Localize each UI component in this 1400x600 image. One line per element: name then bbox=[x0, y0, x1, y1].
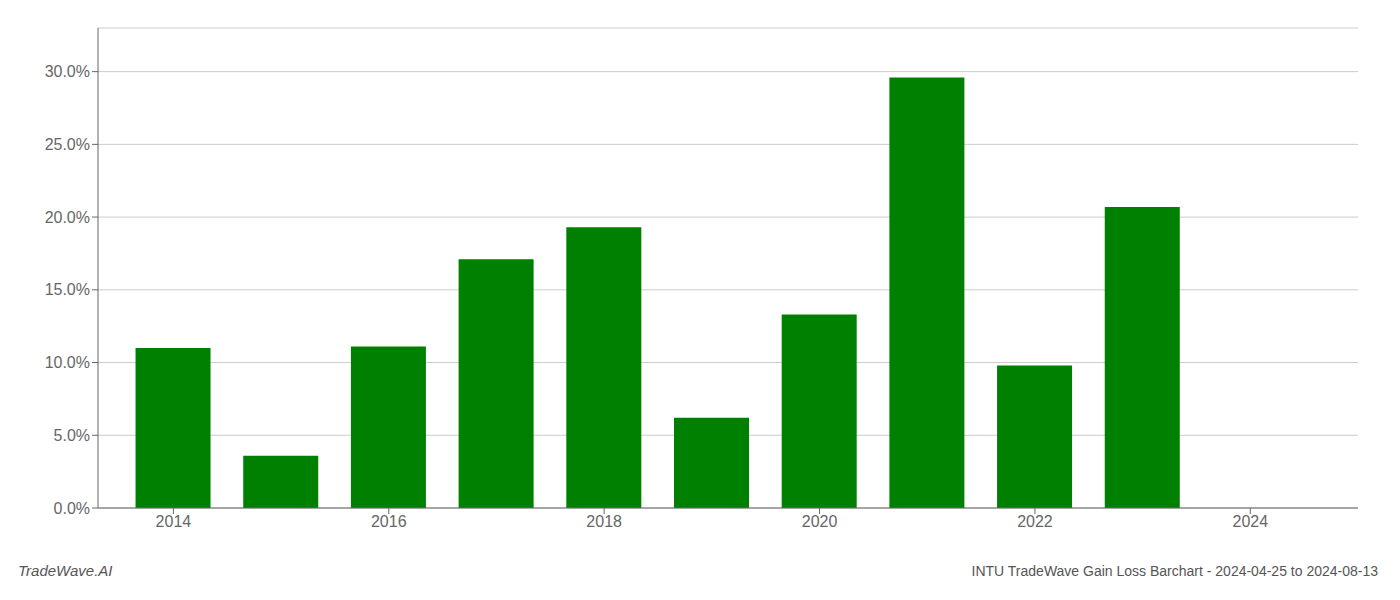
svg-text:30.0%: 30.0% bbox=[45, 63, 90, 80]
html-text:INTU TradeWave Gain Loss Barch: INTU TradeWave Gain Loss Barchart - 2024… bbox=[971, 563, 1378, 579]
svg-text:2014: 2014 bbox=[156, 513, 192, 530]
html-text:TradeWave.AI: TradeWave.AI bbox=[18, 562, 113, 579]
svg-text:15.0%: 15.0% bbox=[45, 281, 90, 298]
svg-text:2018: 2018 bbox=[586, 513, 622, 530]
svg-text:2020: 2020 bbox=[802, 513, 838, 530]
svg-text:10.0%: 10.0% bbox=[45, 354, 90, 371]
svg-text:2016: 2016 bbox=[371, 513, 407, 530]
svg-text:20.0%: 20.0% bbox=[45, 209, 90, 226]
svg-text:25.0%: 25.0% bbox=[45, 136, 90, 153]
svg-text:2022: 2022 bbox=[1017, 513, 1053, 530]
svg-text:5.0%: 5.0% bbox=[54, 427, 90, 444]
svg-text:0.0%: 0.0% bbox=[54, 500, 90, 517]
svg-text:2024: 2024 bbox=[1233, 513, 1269, 530]
